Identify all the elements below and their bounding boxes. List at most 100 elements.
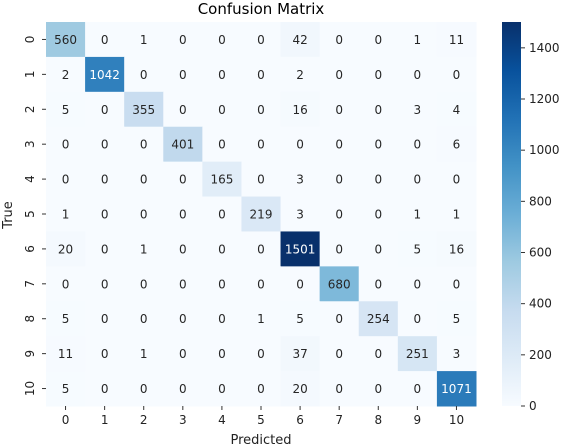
x-tick-label: 8: [374, 413, 382, 427]
cell-value-label: 0: [179, 103, 187, 117]
cell-value-label: 560: [54, 33, 77, 47]
cell-value-label: 0: [218, 242, 226, 256]
heatmap-cell: [163, 22, 203, 58]
y-tick-label: 9: [23, 350, 37, 358]
cell-value-label: 0: [335, 103, 343, 117]
heatmap-cell: [397, 231, 438, 267]
cell-value-label: 254: [367, 312, 390, 326]
heatmap-cell: [85, 266, 125, 302]
chart-title: Confusion Matrix: [198, 0, 325, 18]
cell-value-label: 0: [62, 138, 70, 152]
colorbar-ticks: 0 200 400 600 800 1000 1200 1400: [521, 41, 560, 413]
cell-value-label: 0: [414, 382, 422, 396]
heatmap-cell: [358, 126, 399, 163]
x-tick-label: 5: [257, 413, 265, 427]
heatmap-cell: [319, 56, 360, 93]
heatmap-cell: [319, 196, 360, 232]
heatmap-cell: [358, 266, 399, 302]
x-tick-label: 6: [296, 413, 304, 427]
y-tick-label: 10: [23, 381, 37, 396]
y-tick-label: 0: [23, 36, 37, 44]
heatmap-cell: [124, 231, 164, 267]
cell-value-label: 0: [453, 173, 461, 187]
cell-value-label: 0: [218, 68, 226, 82]
x-tick-label: 10: [449, 413, 464, 427]
heatmap-cell: [358, 91, 399, 128]
x-tick-label: 2: [140, 413, 148, 427]
cell-value-label: 1: [453, 208, 461, 222]
x-tick-label: 4: [218, 413, 226, 427]
cell-value-label: 0: [296, 138, 304, 152]
heatmap-cell: [85, 91, 125, 128]
cell-value-label: 0: [374, 277, 382, 291]
cell-value-label: 0: [335, 33, 343, 47]
heatmap-cell: [436, 126, 477, 163]
cell-value-label: 0: [179, 312, 187, 326]
heatmap-cell: [124, 301, 164, 337]
heatmap-cell: [397, 196, 438, 232]
cell-value-label: 0: [101, 103, 109, 117]
cell-value-label: 0: [140, 138, 148, 152]
heatmap-cell: [280, 56, 321, 93]
x-tick-label: 3: [179, 413, 187, 427]
cell-value-label: 0: [179, 382, 187, 396]
colorbar-tick-label: 600: [529, 246, 552, 260]
heatmap-cell: [319, 371, 360, 407]
cell-value-label: 0: [218, 103, 226, 117]
cell-value-label: 0: [335, 138, 343, 152]
heatmap-cell: [163, 91, 203, 128]
cell-value-label: 0: [179, 277, 187, 291]
heatmap-cell: [436, 266, 477, 302]
cell-value-label: 0: [218, 382, 226, 396]
heatmap-cell: [46, 22, 86, 58]
cell-value-label: 0: [140, 208, 148, 222]
cell-value-label: 1: [257, 312, 265, 326]
cell-value-label: 355: [132, 103, 155, 117]
heatmap-cell: [163, 161, 203, 198]
cell-value-label: 0: [101, 382, 109, 396]
cell-value-label: 0: [374, 138, 382, 152]
cell-value-label: 0: [179, 208, 187, 222]
cell-value-label: 0: [101, 173, 109, 187]
cell-value-label: 16: [292, 103, 307, 117]
heatmap-cell: [280, 126, 321, 163]
heatmap-cell: [319, 266, 360, 302]
cell-value-label: 5: [62, 103, 70, 117]
heatmap-cell: [85, 371, 125, 407]
heatmap-cell: [163, 301, 203, 337]
heatmap-cell: [124, 266, 164, 302]
colorbar: [502, 22, 521, 406]
heatmap-cell: [280, 301, 321, 337]
heatmap-cell: [85, 161, 125, 198]
cell-value-label: 0: [374, 208, 382, 222]
cell-value-label: 5: [453, 312, 461, 326]
cell-value-label: 0: [140, 68, 148, 82]
heatmap-cell: [85, 56, 125, 93]
cell-value-label: 0: [218, 33, 226, 47]
heatmap-cell: [163, 126, 203, 163]
heatmap-cell: [241, 231, 282, 267]
cell-value-label: 0: [374, 103, 382, 117]
cell-value-label: 16: [449, 242, 464, 256]
heatmap-cell: [241, 336, 282, 372]
heatmap-cell: [202, 301, 242, 337]
cell-value-label: 0: [257, 242, 265, 256]
heatmap-cell: [358, 336, 399, 372]
y-tick-label: 7: [23, 280, 37, 288]
heatmap-cell: [280, 231, 321, 267]
colorbar-tick-label: 1000: [529, 143, 560, 157]
heatmap-cell: [436, 91, 477, 128]
y-tick-label: 6: [23, 245, 37, 253]
heatmap-cell: [436, 161, 477, 198]
cell-value-label: 0: [101, 242, 109, 256]
heatmap-cell: [202, 91, 242, 128]
heatmap-cell: [202, 126, 242, 163]
cell-value-label: 0: [257, 103, 265, 117]
heatmap-cell: [241, 371, 282, 407]
heatmap-cell: [46, 196, 86, 232]
heatmap-cell: [436, 231, 477, 267]
heatmap-cell: [436, 336, 477, 372]
cell-value-label: 20: [292, 382, 307, 396]
cell-value-label: 37: [292, 347, 307, 361]
